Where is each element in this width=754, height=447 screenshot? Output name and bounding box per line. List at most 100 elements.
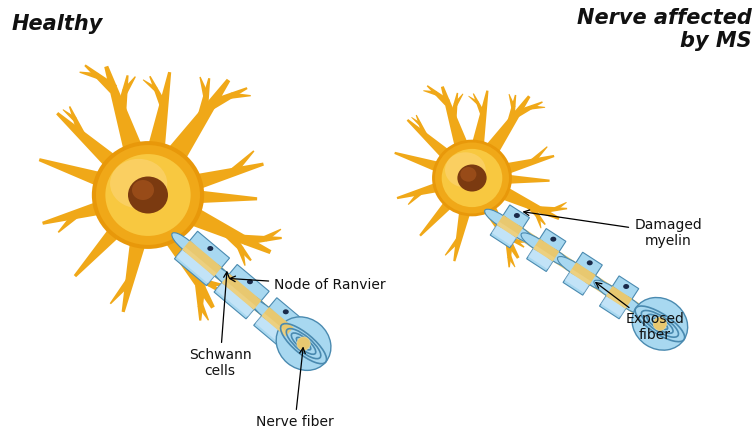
Polygon shape (149, 76, 167, 108)
Ellipse shape (458, 164, 486, 191)
Polygon shape (606, 286, 632, 309)
Ellipse shape (432, 139, 512, 216)
Polygon shape (473, 93, 486, 116)
Polygon shape (415, 115, 428, 137)
Polygon shape (195, 286, 205, 320)
Polygon shape (470, 90, 489, 152)
Polygon shape (565, 271, 590, 293)
Polygon shape (606, 292, 628, 309)
Polygon shape (262, 307, 293, 337)
Polygon shape (122, 76, 136, 94)
Polygon shape (490, 205, 529, 248)
Polygon shape (182, 240, 222, 276)
Polygon shape (411, 117, 421, 126)
Ellipse shape (207, 246, 213, 251)
Polygon shape (515, 101, 543, 117)
Ellipse shape (204, 260, 232, 284)
Polygon shape (563, 252, 602, 295)
Polygon shape (533, 239, 559, 261)
Text: Exposed
fiber: Exposed fiber (596, 283, 685, 342)
Polygon shape (501, 230, 525, 248)
Ellipse shape (460, 167, 477, 181)
Polygon shape (497, 155, 554, 177)
Polygon shape (394, 152, 447, 175)
Ellipse shape (211, 266, 240, 291)
Text: Nerve fiber: Nerve fiber (256, 348, 334, 429)
Polygon shape (541, 206, 567, 214)
Polygon shape (526, 228, 566, 271)
Polygon shape (42, 198, 112, 225)
Polygon shape (500, 174, 550, 184)
Polygon shape (216, 282, 255, 317)
Polygon shape (174, 231, 229, 286)
Ellipse shape (614, 293, 645, 315)
Ellipse shape (96, 145, 200, 245)
Polygon shape (56, 112, 125, 176)
Polygon shape (182, 240, 316, 356)
Ellipse shape (623, 284, 629, 289)
Ellipse shape (110, 159, 167, 208)
Polygon shape (38, 158, 114, 191)
Polygon shape (507, 255, 516, 267)
Polygon shape (528, 248, 553, 269)
Polygon shape (143, 79, 158, 92)
Polygon shape (406, 119, 455, 164)
Polygon shape (453, 204, 473, 261)
Polygon shape (256, 315, 287, 344)
Polygon shape (481, 95, 531, 160)
Polygon shape (231, 93, 251, 99)
Ellipse shape (435, 143, 509, 214)
Ellipse shape (244, 293, 272, 317)
Polygon shape (57, 211, 79, 233)
Polygon shape (397, 180, 446, 199)
Polygon shape (497, 215, 675, 337)
Polygon shape (161, 79, 230, 169)
Polygon shape (63, 109, 77, 121)
Ellipse shape (283, 309, 289, 314)
Polygon shape (526, 202, 546, 225)
Polygon shape (223, 228, 252, 261)
Polygon shape (535, 215, 541, 228)
Ellipse shape (275, 320, 304, 344)
Polygon shape (189, 268, 222, 293)
Ellipse shape (594, 280, 624, 302)
Polygon shape (179, 202, 271, 254)
Polygon shape (116, 75, 129, 113)
Polygon shape (198, 304, 209, 320)
Polygon shape (468, 96, 479, 104)
Text: Nerve affected
by MS: Nerve affected by MS (577, 8, 752, 51)
Polygon shape (79, 72, 99, 79)
Polygon shape (230, 150, 254, 175)
Polygon shape (209, 87, 247, 110)
Polygon shape (238, 247, 246, 266)
Polygon shape (183, 163, 264, 194)
Polygon shape (569, 262, 596, 285)
Polygon shape (423, 90, 437, 96)
Polygon shape (492, 224, 517, 245)
Ellipse shape (587, 260, 593, 266)
Polygon shape (494, 183, 559, 220)
Ellipse shape (445, 152, 486, 187)
Polygon shape (515, 239, 527, 243)
Polygon shape (146, 72, 171, 158)
Ellipse shape (485, 209, 516, 231)
Polygon shape (176, 249, 215, 283)
Polygon shape (445, 237, 461, 256)
Polygon shape (454, 93, 464, 106)
Polygon shape (449, 93, 458, 120)
Ellipse shape (106, 154, 191, 236)
Polygon shape (84, 64, 117, 93)
Polygon shape (199, 77, 209, 97)
Polygon shape (214, 265, 269, 319)
Polygon shape (222, 280, 256, 310)
Polygon shape (121, 231, 149, 312)
Polygon shape (208, 280, 226, 286)
Polygon shape (187, 189, 257, 204)
Text: Node of Ranvier: Node of Ranvier (230, 276, 386, 292)
Polygon shape (244, 235, 282, 245)
Ellipse shape (251, 299, 280, 324)
Polygon shape (408, 190, 423, 205)
Polygon shape (182, 246, 217, 276)
Polygon shape (222, 274, 262, 310)
Polygon shape (530, 146, 547, 164)
